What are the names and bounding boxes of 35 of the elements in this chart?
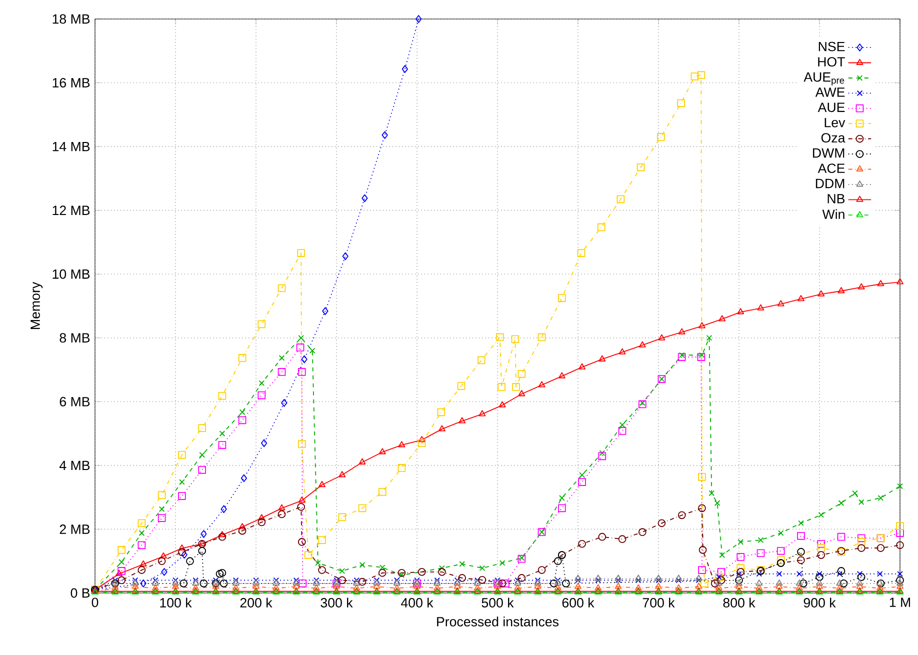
x-tick-label: 200 k [240,598,272,608]
x-axis-title: Processed instances [437,616,559,626]
legend-label: DWM [812,148,844,158]
legend-label: NSE [818,42,845,52]
x-tick-label: 100 k [160,598,192,608]
x-tick-label: 700 k [642,598,675,608]
x-tick-label: 800 k [723,598,756,608]
x-tick-label: 600 k [562,598,594,608]
x-tick-label: 500 k [482,598,514,608]
x-tick-label: 400 k [401,598,434,608]
x-tick-label: 900 k [804,598,836,608]
y-tick-label: 18 MB [52,14,90,24]
legend-label: NB [828,194,845,204]
y-tick-label: 12 MB [52,206,90,215]
legend-label: Lev [824,118,846,128]
legend-label: AUE$_{pre}$ [804,72,844,86]
x-tick-label: 300 k [320,598,353,608]
y-tick-label: 8 MB [60,333,90,343]
y-tick-label: 16 MB [52,78,90,88]
y-tick-label: 10 MB [52,269,90,279]
y-tick-label: 14 MB [52,142,90,152]
legend-label: Oza [821,133,846,143]
y-tick-label: 4 MB [59,460,90,470]
y-tick-label: 6 MB [60,396,90,406]
legend-label: Win [822,209,844,219]
legend-label: DDM [816,178,844,188]
legend-label: ACE [818,164,845,174]
legend-label: AWE [815,88,845,97]
x-tick-label: 0 [92,598,98,608]
y-axis-title: Memory [30,282,43,329]
legend-label: HOT [818,57,845,67]
y-tick-label: 2 MB [60,524,90,534]
legend-label: AUE [818,102,845,112]
x-tick-label: 1 M [890,598,910,607]
y-tick-label: 0 B [70,588,90,598]
